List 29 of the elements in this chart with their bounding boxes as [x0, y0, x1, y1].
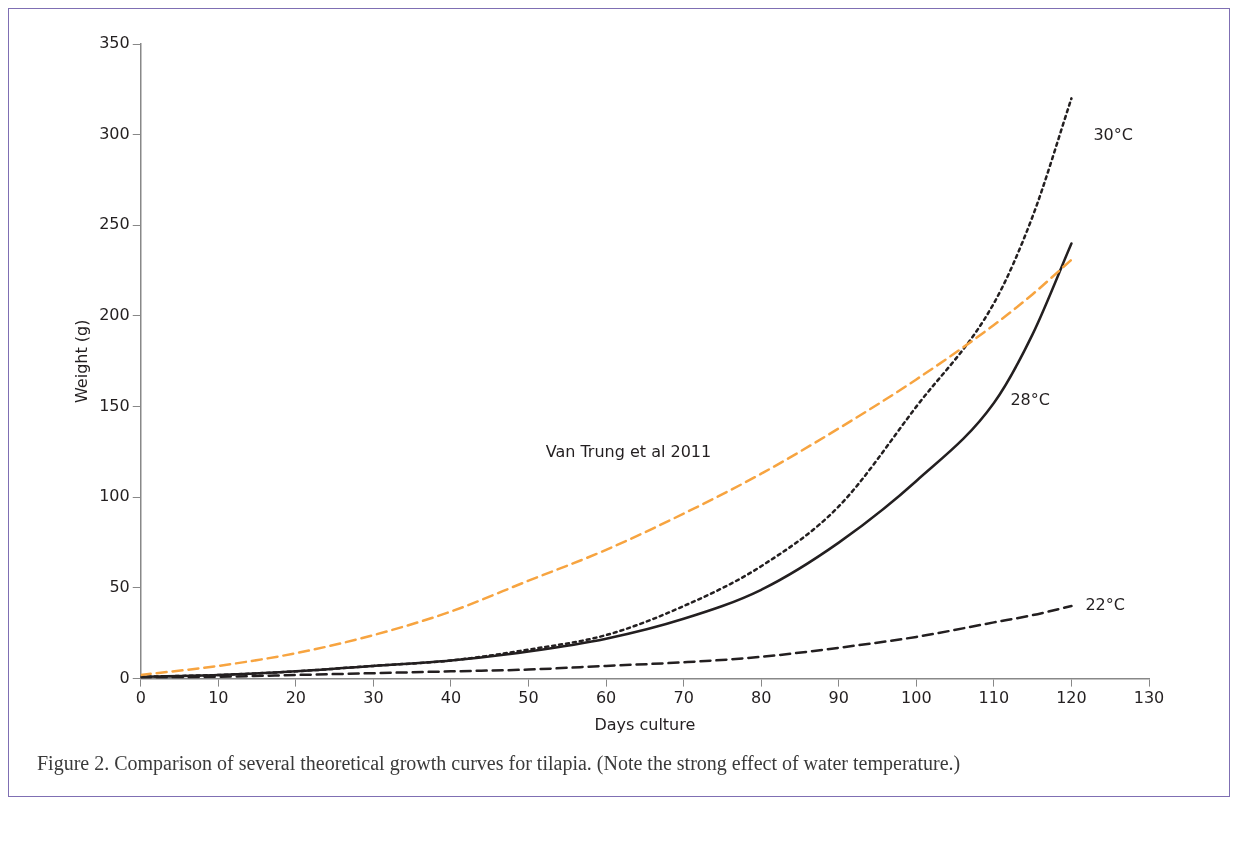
series-label: 22°C	[1085, 595, 1125, 615]
x-tick-label: 110	[978, 688, 1010, 708]
series-label: 28°C	[1010, 389, 1050, 409]
text: Van Trung et al 2011	[545, 441, 712, 461]
y-tick-label: 250	[99, 214, 130, 234]
x-tick-label: 100	[901, 688, 932, 708]
series-label: 30°C	[1093, 124, 1133, 144]
x-tick-label: 90	[828, 688, 849, 708]
x-tick-label: 60	[595, 688, 617, 708]
y-tick-label: 150	[99, 395, 130, 415]
x-tick-label: 120	[1056, 688, 1087, 708]
y-tick-label: 300	[99, 123, 130, 143]
y-tick-label: 100	[99, 486, 130, 506]
x-tick-label: 40	[440, 688, 462, 708]
x-tick-label: 130	[1133, 688, 1165, 708]
x-axis-title: Days culture	[594, 714, 696, 734]
y-tick-label: 50	[109, 577, 130, 597]
y-tick-label: 200	[99, 305, 130, 325]
x-tick-label: 30	[363, 688, 384, 708]
y-tick-label: 0	[119, 667, 130, 687]
y-tick-label: 350	[99, 33, 130, 53]
x-tick-label: 50	[518, 688, 539, 708]
x-tick-label: 10	[208, 688, 229, 708]
x-tick-label: 20	[285, 688, 307, 708]
x-tick-label: 70	[673, 688, 694, 708]
y-axis-title: Weight (g)	[71, 319, 91, 404]
x-tick-label: 80	[751, 688, 772, 708]
x-tick-label: 0	[135, 688, 146, 708]
caption: Figure 2. Comparison of several theoretical growth curves for tilapia. (Note the strong effect of water temperature.)	[36, 751, 962, 777]
